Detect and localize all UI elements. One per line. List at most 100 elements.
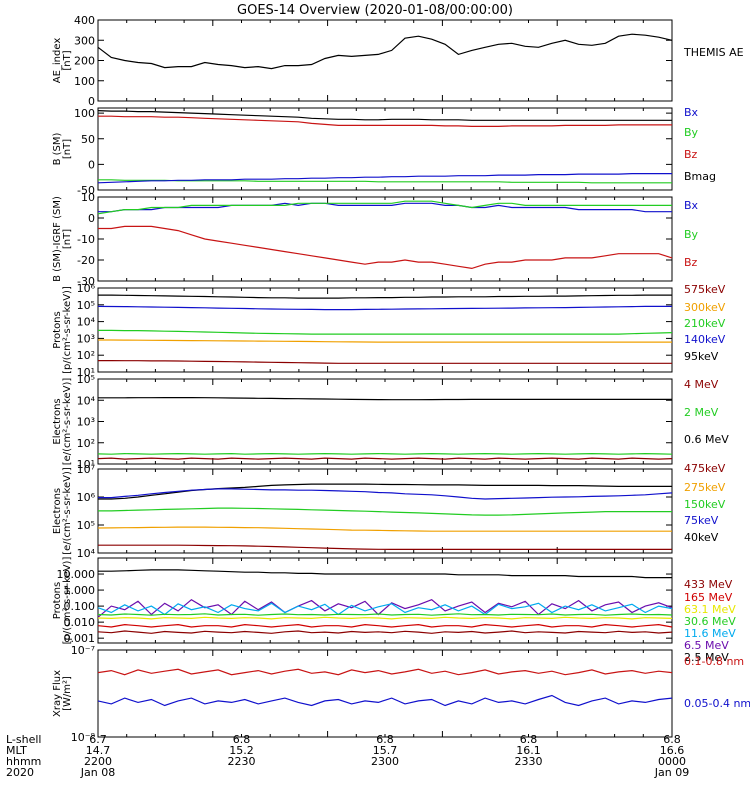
series-line-themis-ae: [97, 33, 673, 70]
y-tick-label: 10⁴: [77, 394, 96, 407]
x-tick-label: 2330: [515, 755, 543, 768]
legend-label: 140keV: [684, 333, 726, 346]
series-line-300kev: [98, 339, 672, 343]
y-axis-label: [W/m²]: [62, 676, 73, 711]
y-axis-label: Xray Flux: [52, 670, 63, 717]
legend-label: Bx: [684, 106, 699, 119]
y-tick-label: 10⁴: [77, 316, 96, 329]
y-axis-label: B (SM): [52, 132, 63, 165]
y-tick-label: 10.000: [57, 568, 96, 581]
legend-label: 275keV: [684, 481, 726, 494]
x-tick-label: Jan 09: [654, 766, 689, 779]
x-tick-label: 15.2: [229, 744, 254, 757]
y-tick-label: 50: [81, 133, 95, 146]
legend-label: By: [684, 126, 699, 139]
y-axis-label: Protons: [52, 311, 63, 348]
series-line-by: [97, 200, 672, 215]
series-line-11-6-mev: [97, 602, 673, 616]
series-line-bmag: [97, 110, 672, 121]
legend-label: 40keV: [684, 531, 719, 544]
legend-label: Bmag: [684, 170, 716, 183]
x-tick-label: 2230: [228, 755, 256, 768]
y-axis-label: Electrons: [52, 488, 63, 534]
y-tick-label: 10¹: [77, 458, 95, 471]
y-tick-label: 10⁶: [77, 491, 96, 504]
y-axis-label: [nT]: [62, 229, 73, 249]
y-tick-label: 10: [81, 191, 95, 204]
panel-frame: [97, 19, 673, 102]
y-tick-label: 0: [88, 212, 95, 225]
y-tick-label: 10⁶: [77, 282, 96, 295]
x-tick-label: 6.7: [89, 733, 107, 746]
panel-frame: [97, 468, 673, 554]
legend-label: 75keV: [684, 514, 719, 527]
y-tick-label: 10¹: [77, 366, 95, 379]
legend-label: Bz: [684, 256, 698, 269]
panel-frame: [97, 557, 673, 644]
y-axis-label: AE_index: [52, 38, 63, 84]
y-tick-label: 10⁵: [77, 299, 95, 312]
legend-label: 0.1-0.8 nm: [684, 655, 744, 668]
y-tick-label: 10²: [77, 437, 95, 450]
legend-label: 95keV: [684, 350, 719, 363]
y-tick-label: 1.000: [64, 584, 96, 597]
series-line-575kev: [98, 360, 672, 364]
y-tick-label: 10⁵: [77, 373, 95, 386]
series-line-2-5-mev: [98, 569, 672, 579]
series-line-95kev: [98, 294, 672, 299]
series-line-bz: [98, 115, 672, 128]
legend-label: 63.1 MeV: [684, 603, 736, 616]
x-tick-label: 6.8: [233, 733, 251, 746]
legend-label: 433 MeV: [684, 578, 733, 591]
y-tick-label: 10⁴: [77, 547, 96, 560]
x-tick-label: 15.7: [373, 744, 398, 757]
figure-title: GOES-14 Overview (2020-01-08/00:00:00): [237, 3, 513, 18]
panel-frame: [97, 649, 673, 738]
legend-label: 11.6 MeV: [684, 627, 736, 640]
y-tick-label: 10⁵: [77, 519, 95, 532]
legend-label: 0.6 MeV: [684, 433, 729, 446]
y-tick-label: 10⁻⁸: [71, 731, 96, 744]
series-line-30-6-mev: [97, 613, 673, 616]
legend-label: Bz: [684, 148, 698, 161]
y-tick-label: 10⁻⁷: [71, 644, 95, 657]
legend-label: 4 MeV: [684, 378, 719, 391]
panel-ae: 0 100 200 300 400 AE_index [nT] THEMIS AE: [52, 14, 744, 108]
series-line-2-mev: [97, 452, 673, 455]
legend-label: 6.5 MeV: [684, 639, 729, 652]
y-tick-label: 0.001: [64, 632, 96, 645]
y-tick-label: 100: [74, 107, 95, 120]
series-line-63-1-mev: [97, 616, 673, 620]
y-axis-label: [nT]: [62, 50, 73, 70]
series-line-75kev: [98, 488, 673, 500]
series-line-140kev: [97, 305, 672, 311]
y-tick-label: 100: [74, 75, 95, 88]
panel-frame: [97, 287, 673, 373]
panel-bsm: -50 0 50 100 B (SM) [nT] Bx By Bz Bmag: [52, 106, 716, 197]
y-tick-label: 10³: [77, 416, 95, 429]
legend-label: 30.6 MeV: [684, 615, 736, 628]
x-tick-label: 6.8: [663, 733, 681, 746]
x-row-label: hhmm: [6, 755, 41, 768]
y-tick-label: 300: [74, 34, 95, 47]
y-axis-label: Electrons: [52, 398, 63, 444]
legend-label: 300keV: [684, 301, 726, 314]
series-line-4-mev: [97, 457, 673, 460]
panel-electrons2: 10⁴ 10⁵ 10⁶ 10⁷ Electrons [e/(cm²-s-sr-keV)] 4…: [52, 462, 726, 560]
y-tick-label: -10: [77, 233, 95, 246]
series-line-bx: [97, 173, 672, 184]
panel-bigrf: -30 -20 -10 0 10 B (SM)-IGRF (SM) [nT] Bx By Bz: [52, 191, 699, 288]
y-axis-label: [p/(cm²-s-sr-keV)]: [62, 286, 73, 374]
x-tick-label: 2200: [84, 755, 112, 768]
series-line-165-mev: [97, 623, 673, 628]
y-tick-label: 10³: [77, 332, 95, 345]
y-axis-label: [p/(cm²-s-sr-keV)]: [62, 557, 73, 645]
y-tick-label: 0.100: [64, 600, 96, 613]
legend-label: 2.5 MeV: [684, 651, 729, 664]
x-tick-label: 16.6: [660, 744, 685, 757]
legend-label: 210keV: [684, 317, 726, 330]
y-tick-label: 0: [88, 158, 95, 171]
series-line-0-05-0-4-nm: [97, 694, 673, 707]
